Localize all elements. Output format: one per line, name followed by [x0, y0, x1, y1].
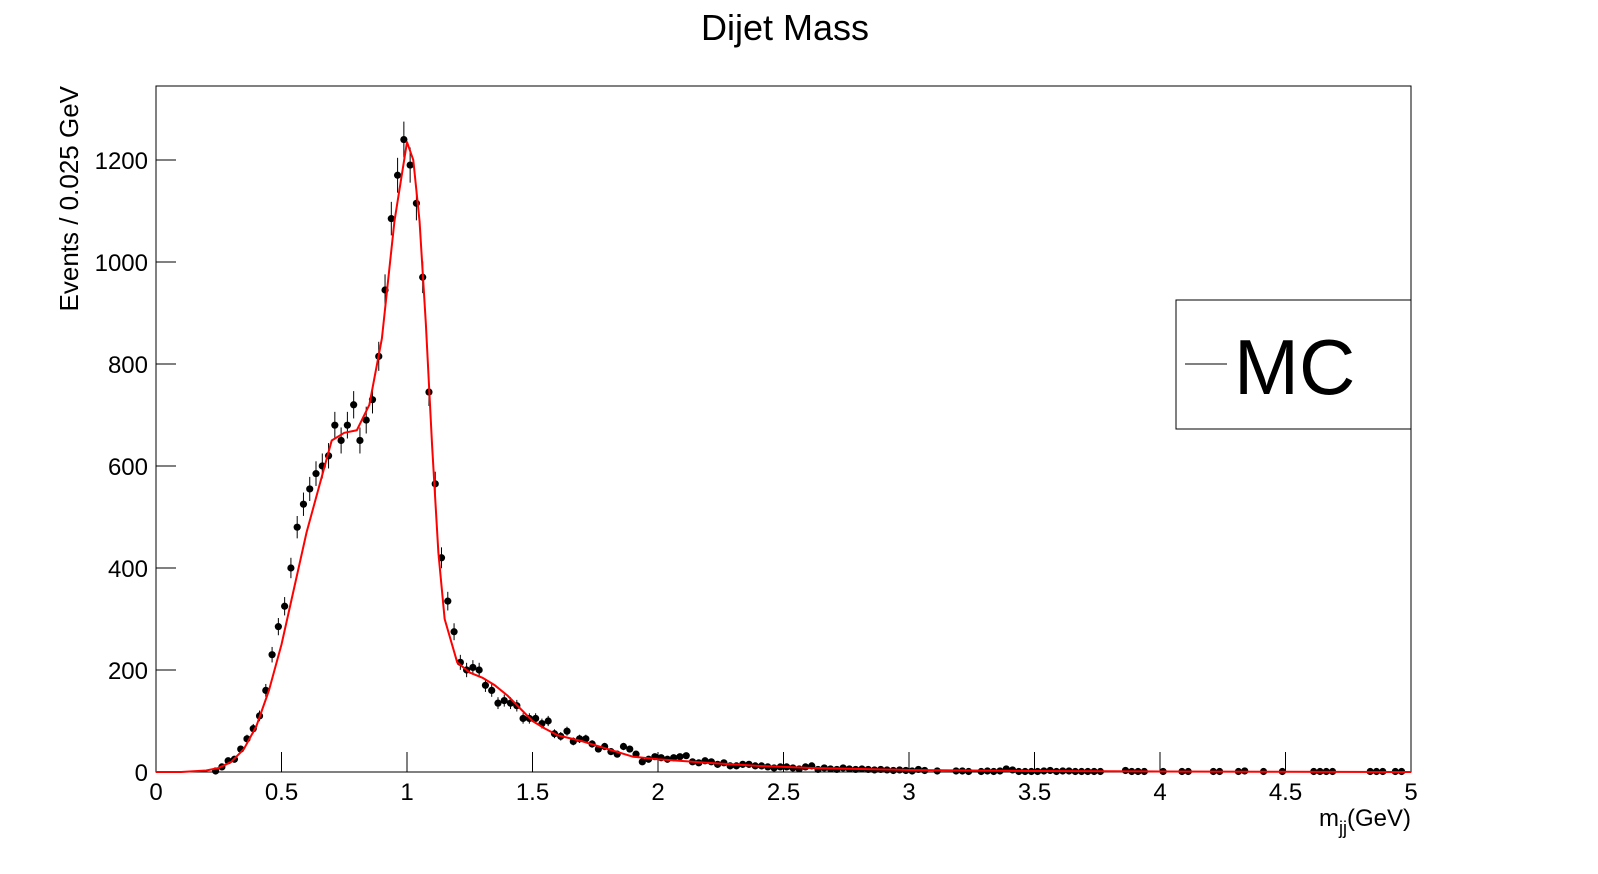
data-point	[469, 663, 477, 672]
x-tick-label: 0	[149, 779, 162, 806]
data-point	[965, 767, 973, 776]
data-point	[494, 699, 502, 707]
x-label-sub: jj	[1338, 818, 1347, 838]
data-point	[582, 735, 590, 743]
data-point	[488, 686, 496, 694]
x-axis-label: mjj(GeV)	[1319, 805, 1411, 838]
data-point	[795, 765, 803, 773]
data-point	[293, 523, 301, 531]
legend-label: MC	[1234, 323, 1355, 411]
data-point	[393, 171, 402, 179]
data-point	[306, 485, 314, 493]
y-axis-label: Events / 0.025 GeV	[54, 85, 84, 311]
mc-curve	[156, 141, 1412, 773]
y-tick-label: 600	[108, 454, 148, 481]
data-point	[362, 416, 370, 424]
x-label-unit: (GeV)	[1347, 805, 1411, 832]
data-point	[450, 628, 458, 636]
data-point	[281, 602, 289, 610]
x-tick-label: 2	[651, 779, 664, 806]
x-tick-label: 3.5	[1018, 779, 1051, 806]
data-point	[481, 681, 490, 689]
data-point	[400, 135, 408, 144]
data-point	[331, 421, 339, 429]
data-point	[343, 421, 351, 429]
data-point	[299, 500, 308, 508]
data-point	[544, 717, 552, 725]
data-point	[350, 401, 358, 409]
data-point	[619, 742, 628, 751]
y-tick-label: 1000	[95, 250, 148, 277]
x-tick-label: 4.5	[1269, 779, 1302, 806]
data-point	[444, 597, 452, 605]
x-tick-label: 1.5	[516, 779, 549, 806]
data-point	[732, 762, 741, 770]
x-label-base: m	[1319, 805, 1339, 832]
data-point	[500, 696, 508, 705]
data-point	[287, 564, 295, 572]
y-tick-label: 0	[135, 760, 148, 787]
data-point	[337, 436, 345, 445]
y-tick-label: 1200	[95, 148, 148, 175]
data-point	[274, 623, 282, 631]
legend: MC	[1175, 299, 1412, 430]
data-point	[676, 753, 684, 761]
data-point	[563, 727, 571, 735]
data-point	[519, 714, 527, 723]
data-point	[814, 765, 822, 774]
data-point	[356, 436, 364, 445]
data-point	[626, 745, 634, 753]
x-tick-label: 5	[1404, 779, 1417, 806]
x-tick-label: 4	[1153, 779, 1166, 806]
data-point	[475, 666, 483, 674]
data-point	[707, 758, 715, 766]
data-point	[387, 215, 395, 223]
x-tick-label: 3	[902, 779, 915, 806]
data-point	[532, 714, 540, 723]
y-tick-label: 400	[108, 556, 148, 583]
data-point	[312, 470, 320, 478]
y-tick-label: 800	[108, 352, 148, 379]
x-tick-label: 0.5	[265, 779, 298, 806]
data-point	[770, 764, 778, 772]
x-tick-label: 1	[400, 779, 413, 806]
data-point	[638, 758, 646, 766]
data-point	[682, 752, 690, 760]
chart-title: Dijet Mass	[701, 7, 869, 48]
y-tick-label: 200	[108, 658, 148, 685]
data-point	[268, 651, 276, 659]
x-tick-label: 2.5	[767, 779, 800, 806]
data-point	[406, 161, 414, 169]
